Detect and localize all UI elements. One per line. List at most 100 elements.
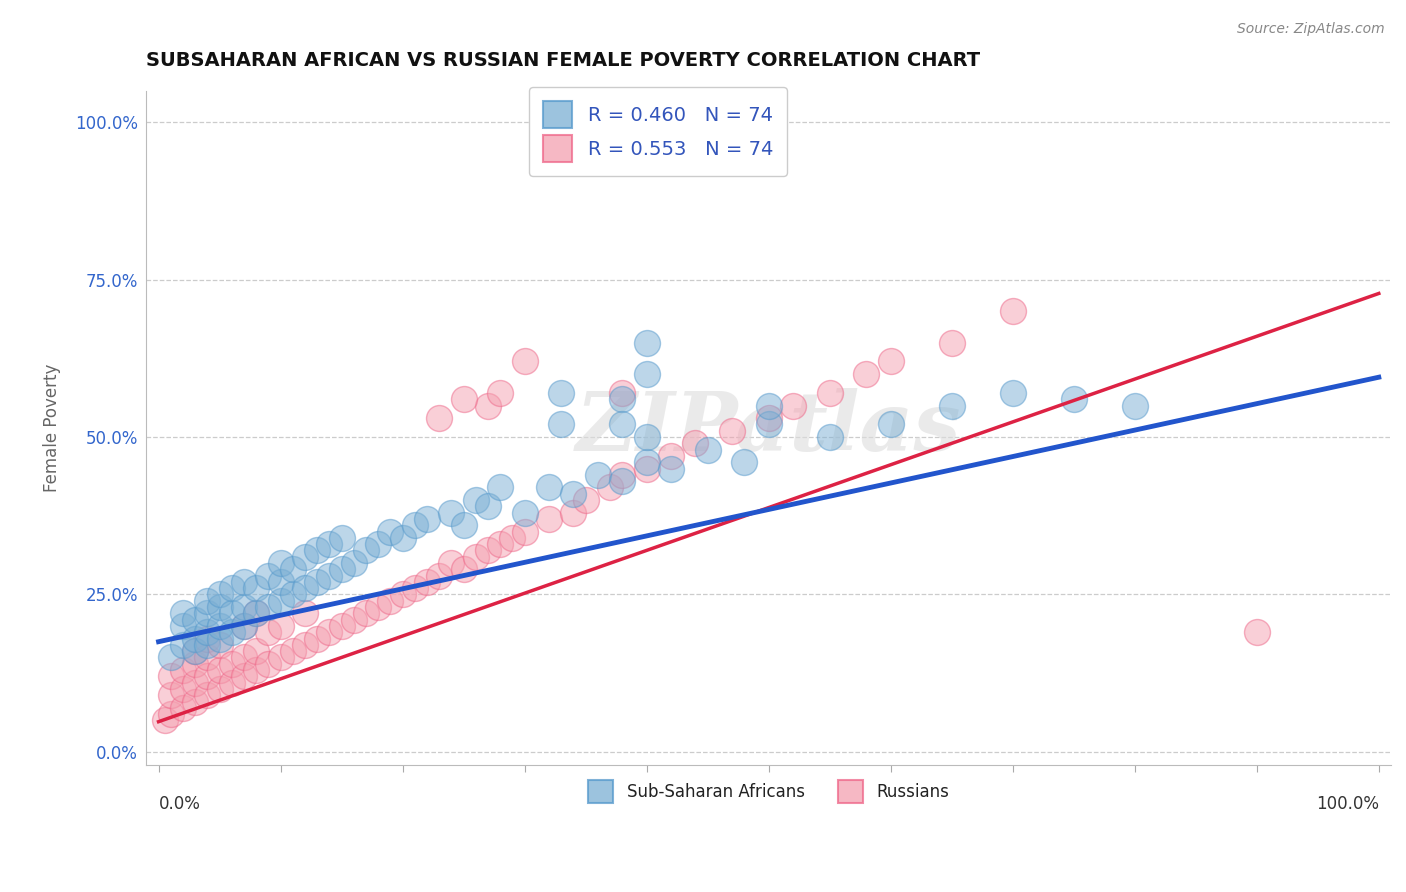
- Text: 0.0%: 0.0%: [159, 795, 201, 814]
- Point: [354, 543, 377, 558]
- Point: [636, 430, 658, 444]
- Point: [159, 707, 181, 722]
- Text: SUBSAHARAN AFRICAN VS RUSSIAN FEMALE POVERTY CORRELATION CHART: SUBSAHARAN AFRICAN VS RUSSIAN FEMALE POV…: [146, 51, 980, 70]
- Point: [391, 587, 413, 601]
- Point: [195, 669, 218, 683]
- Point: [1063, 392, 1085, 407]
- Point: [636, 367, 658, 381]
- Point: [208, 600, 231, 615]
- Point: [586, 467, 609, 482]
- Point: [685, 436, 707, 450]
- Point: [477, 543, 499, 558]
- Point: [195, 688, 218, 702]
- Point: [636, 335, 658, 350]
- Point: [221, 607, 243, 621]
- Point: [330, 562, 353, 576]
- Point: [294, 581, 316, 595]
- Point: [195, 625, 218, 640]
- Point: [184, 694, 207, 708]
- Point: [758, 399, 780, 413]
- Point: [941, 399, 963, 413]
- Point: [380, 594, 402, 608]
- Point: [343, 556, 366, 570]
- Point: [818, 386, 841, 401]
- Point: [257, 568, 280, 582]
- Point: [612, 467, 634, 482]
- Point: [1123, 399, 1146, 413]
- Point: [330, 619, 353, 633]
- Y-axis label: Female Poverty: Female Poverty: [44, 363, 60, 491]
- Point: [307, 543, 329, 558]
- Point: [489, 537, 512, 551]
- Point: [281, 587, 304, 601]
- Point: [257, 600, 280, 615]
- Point: [281, 562, 304, 576]
- Point: [636, 461, 658, 475]
- Point: [233, 600, 256, 615]
- Point: [550, 386, 572, 401]
- Text: 100.0%: 100.0%: [1316, 795, 1379, 814]
- Point: [245, 581, 267, 595]
- Point: [721, 424, 744, 438]
- Point: [184, 613, 207, 627]
- Point: [159, 688, 181, 702]
- Point: [879, 354, 901, 368]
- Point: [416, 512, 439, 526]
- Point: [208, 619, 231, 633]
- Point: [758, 411, 780, 425]
- Point: [612, 417, 634, 432]
- Point: [172, 663, 194, 677]
- Point: [184, 644, 207, 658]
- Point: [782, 399, 804, 413]
- Point: [221, 625, 243, 640]
- Point: [612, 392, 634, 407]
- Point: [294, 638, 316, 652]
- Point: [208, 587, 231, 601]
- Point: [318, 537, 340, 551]
- Point: [307, 574, 329, 589]
- Point: [208, 632, 231, 646]
- Point: [221, 581, 243, 595]
- Point: [427, 568, 450, 582]
- Point: [233, 574, 256, 589]
- Point: [513, 354, 536, 368]
- Point: [172, 681, 194, 696]
- Point: [257, 657, 280, 671]
- Point: [294, 549, 316, 564]
- Point: [636, 455, 658, 469]
- Point: [416, 574, 439, 589]
- Point: [172, 701, 194, 715]
- Point: [270, 594, 292, 608]
- Point: [245, 644, 267, 658]
- Point: [489, 386, 512, 401]
- Point: [245, 663, 267, 677]
- Point: [270, 650, 292, 665]
- Point: [343, 613, 366, 627]
- Point: [233, 669, 256, 683]
- Point: [758, 417, 780, 432]
- Point: [172, 607, 194, 621]
- Point: [221, 675, 243, 690]
- Point: [879, 417, 901, 432]
- Point: [257, 625, 280, 640]
- Point: [427, 411, 450, 425]
- Point: [1001, 304, 1024, 318]
- Point: [537, 512, 560, 526]
- Point: [1001, 386, 1024, 401]
- Point: [612, 386, 634, 401]
- Point: [195, 650, 218, 665]
- Point: [318, 625, 340, 640]
- Point: [318, 568, 340, 582]
- Point: [195, 638, 218, 652]
- Point: [464, 549, 486, 564]
- Point: [195, 594, 218, 608]
- Point: [696, 442, 718, 457]
- Point: [208, 681, 231, 696]
- Point: [464, 493, 486, 508]
- Point: [659, 461, 682, 475]
- Point: [184, 675, 207, 690]
- Point: [477, 399, 499, 413]
- Point: [159, 650, 181, 665]
- Point: [733, 455, 755, 469]
- Point: [172, 619, 194, 633]
